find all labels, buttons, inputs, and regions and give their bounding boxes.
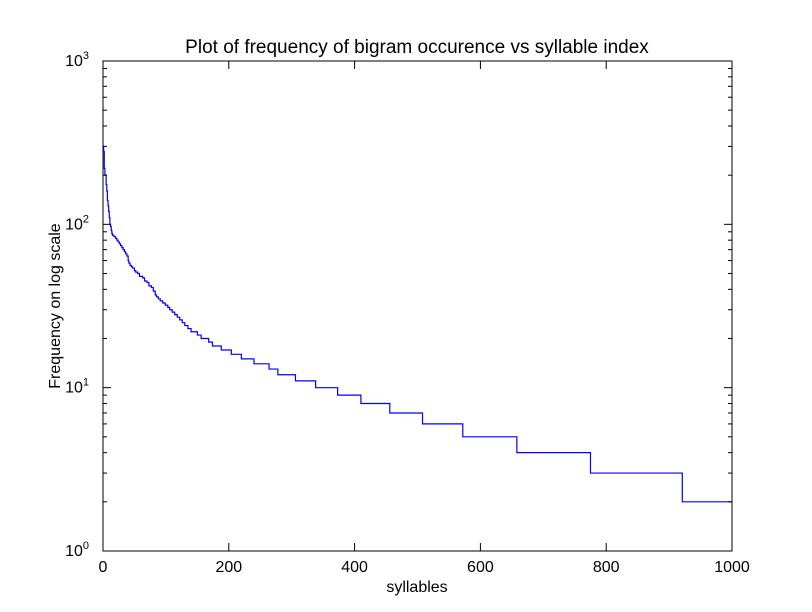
x-tick-label: 800 bbox=[593, 559, 620, 576]
x-ticks: 0 200 400 600 800 1000 bbox=[99, 61, 750, 576]
y-ticks: 100 101 102 103 bbox=[65, 50, 732, 560]
y-tick-label: 100 bbox=[65, 540, 89, 560]
x-tick-label: 200 bbox=[215, 559, 242, 576]
chart-title: Plot of frequency of bigram occurence vs… bbox=[185, 37, 649, 58]
x-tick-label: 1000 bbox=[714, 559, 750, 576]
plot-frame bbox=[102, 60, 733, 552]
y-axis-label: Frequency on log scale bbox=[47, 223, 64, 389]
x-tick-label: 600 bbox=[467, 559, 494, 576]
x-tick-label: 0 bbox=[99, 559, 108, 576]
x-axis-label: syllables bbox=[386, 579, 447, 596]
x-tick-label: 400 bbox=[341, 559, 368, 576]
y-tick-label: 102 bbox=[65, 213, 89, 233]
y-tick-label: 101 bbox=[65, 377, 89, 397]
plot-area bbox=[102, 60, 733, 552]
y-tick-label: 103 bbox=[65, 50, 89, 70]
series-line bbox=[103, 145, 732, 503]
